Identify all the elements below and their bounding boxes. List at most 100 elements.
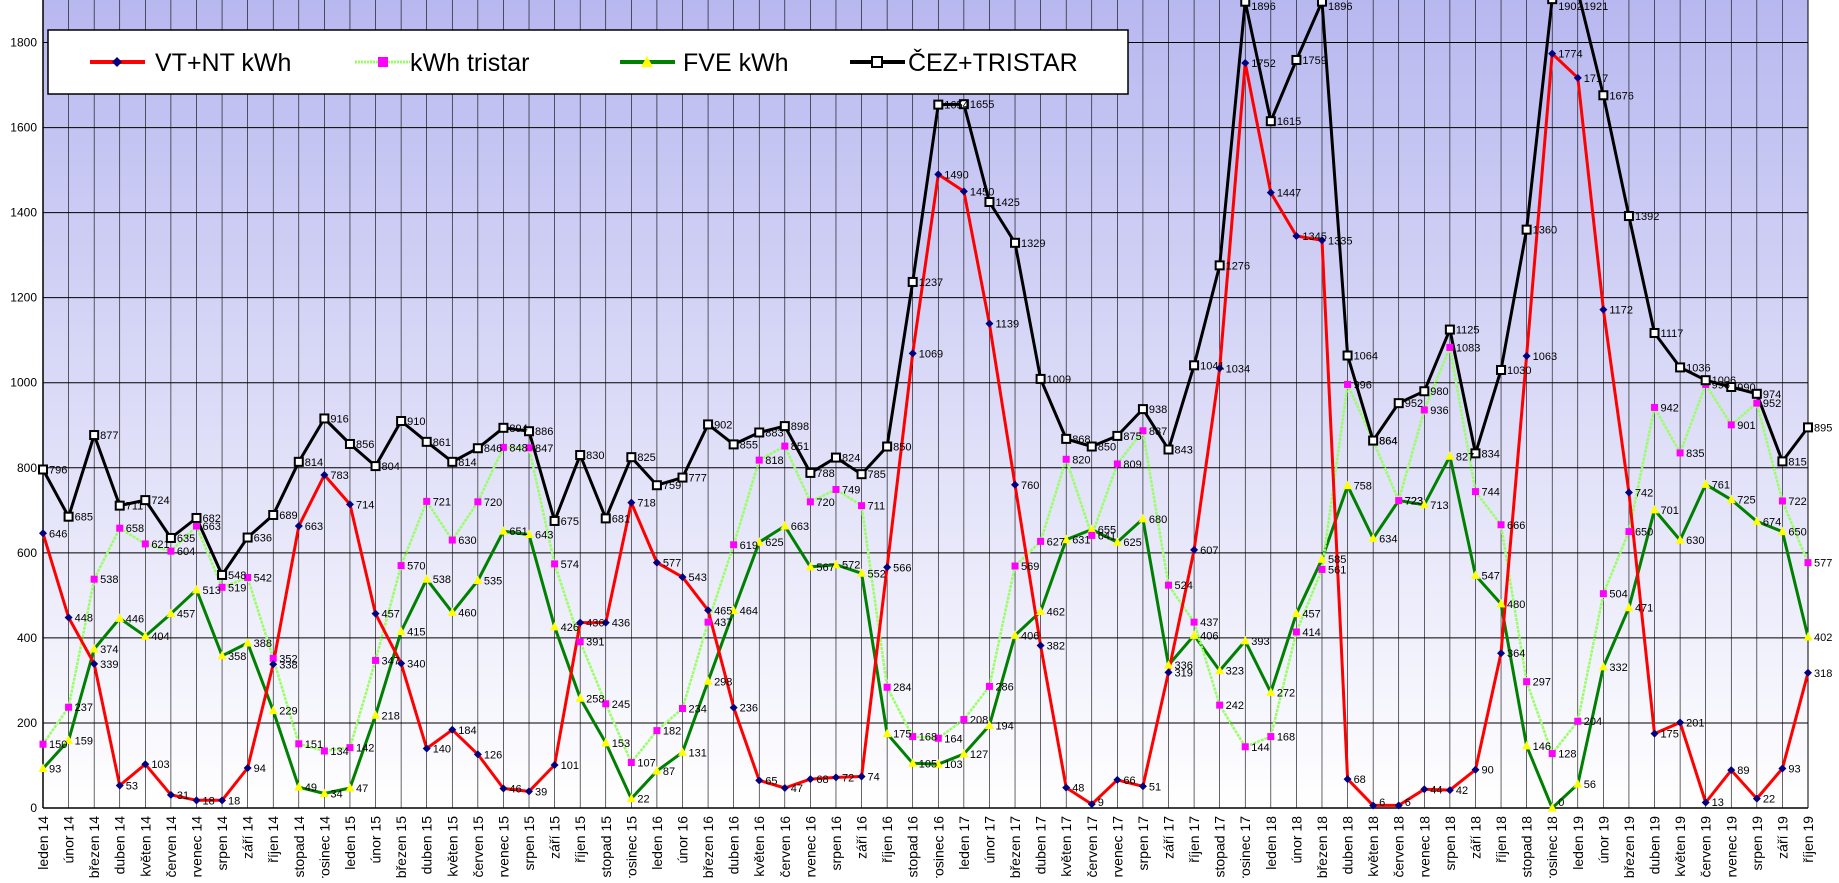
point-tristar bbox=[730, 541, 738, 549]
point-fve bbox=[64, 735, 74, 744]
point-vtnt bbox=[345, 500, 354, 509]
point-cez bbox=[396, 416, 407, 427]
point-fve bbox=[652, 766, 662, 775]
data-label-cez: 675 bbox=[561, 516, 579, 528]
point-tristar bbox=[372, 656, 380, 664]
data-label-cez: 980 bbox=[1430, 386, 1448, 398]
data-label-fve: 725 bbox=[1737, 495, 1755, 507]
point-vtnt bbox=[1317, 236, 1326, 245]
data-label-cez: 843 bbox=[1175, 445, 1193, 457]
point-cez bbox=[549, 515, 560, 526]
point-tristar bbox=[244, 574, 252, 582]
series-line-cez bbox=[41, 0, 1810, 577]
x-tick-label: červenec 17 bbox=[1109, 816, 1125, 878]
point-fve bbox=[933, 759, 943, 768]
point-fve bbox=[1317, 554, 1327, 563]
data-label-vtnt: 1490 bbox=[944, 169, 968, 181]
x-tick-label: prosinec 15 bbox=[623, 816, 639, 878]
point-vtnt bbox=[601, 618, 610, 627]
data-label-tristar: 952 bbox=[1763, 398, 1781, 410]
data-label-cez: 875 bbox=[1123, 431, 1141, 443]
data-label-tristar: 569 bbox=[1021, 561, 1039, 573]
point-tristar bbox=[499, 443, 507, 451]
data-label-vtnt: 101 bbox=[561, 760, 579, 772]
data-label-fve: 625 bbox=[1123, 537, 1141, 549]
point-tristar bbox=[116, 524, 124, 532]
data-label-tristar: 887 bbox=[1149, 426, 1167, 438]
data-label-tristar: 284 bbox=[893, 682, 911, 694]
data-label-fve: 643 bbox=[535, 530, 553, 542]
data-label-tristar: 297 bbox=[1533, 677, 1551, 689]
x-tick-label: leden 15 bbox=[342, 816, 358, 870]
point-vtnt bbox=[1445, 786, 1454, 795]
point-cez bbox=[1777, 456, 1788, 467]
data-label-cez: 689 bbox=[279, 510, 297, 522]
point-cez bbox=[856, 469, 867, 480]
data-label-tristar: 128 bbox=[1558, 749, 1576, 761]
x-tick-label: březen 18 bbox=[1314, 816, 1330, 878]
point-fve bbox=[1343, 480, 1353, 490]
data-label-fve: 547 bbox=[1481, 570, 1499, 582]
data-label-vtnt: 1752 bbox=[1251, 58, 1275, 70]
point-vtnt bbox=[1752, 794, 1761, 803]
point-tristar bbox=[90, 575, 98, 583]
x-tick-label: září 14 bbox=[240, 816, 256, 859]
data-label-cez: 1392 bbox=[1635, 211, 1659, 223]
point-cez bbox=[370, 461, 381, 472]
data-label-fve: 480 bbox=[1507, 599, 1525, 611]
data-label-fve: 175 bbox=[893, 729, 911, 741]
point-tristar bbox=[1548, 750, 1556, 758]
data-label-tristar: 437 bbox=[1200, 617, 1218, 629]
data-label-tristar: 437 bbox=[714, 617, 732, 629]
data-label-vtnt: 31 bbox=[177, 790, 189, 802]
point-cez bbox=[1444, 324, 1455, 335]
data-label-cez: 1117 bbox=[1661, 328, 1684, 340]
x-tick-label: říjen 15 bbox=[572, 816, 588, 863]
x-tick-label: listopad 18 bbox=[1519, 816, 1535, 878]
point-fve bbox=[140, 631, 150, 640]
point-tristar bbox=[1625, 528, 1633, 536]
data-label-vtnt: 742 bbox=[1635, 487, 1653, 499]
point-vtnt bbox=[1343, 775, 1352, 784]
data-label-cez: 846 bbox=[484, 443, 502, 455]
data-label-vtnt: 448 bbox=[75, 612, 93, 624]
point-vtnt bbox=[1394, 801, 1403, 810]
point-fve bbox=[959, 748, 969, 758]
point-fve bbox=[38, 763, 48, 772]
data-label-cez: 1425 bbox=[995, 197, 1019, 209]
point-cez bbox=[626, 452, 637, 463]
data-label-cez: 1655 bbox=[970, 99, 994, 111]
point-vtnt bbox=[1164, 668, 1173, 677]
point-cez bbox=[1803, 422, 1813, 433]
point-fve bbox=[243, 637, 253, 647]
point-cez bbox=[1496, 364, 1507, 375]
point-cez bbox=[421, 436, 432, 447]
data-label-tristar: 666 bbox=[1507, 520, 1525, 532]
x-tick-label: květen 17 bbox=[1058, 816, 1074, 877]
data-label-cez: 1237 bbox=[919, 277, 943, 289]
point-vtnt bbox=[857, 772, 866, 781]
data-label-fve: 153 bbox=[612, 738, 630, 750]
point-cez bbox=[1240, 0, 1251, 7]
data-label-vtnt: 90 bbox=[1481, 765, 1493, 777]
point-vtnt bbox=[1573, 73, 1582, 82]
point-tristar bbox=[423, 497, 431, 505]
x-tick-label: srpen 18 bbox=[1442, 816, 1458, 871]
data-label-cez: 1030 bbox=[1507, 365, 1531, 377]
point-tristar bbox=[1523, 678, 1531, 686]
data-label-fve: 663 bbox=[791, 521, 809, 533]
point-fve bbox=[473, 575, 483, 584]
point-vtnt bbox=[806, 775, 815, 784]
point-vtnt bbox=[1036, 641, 1045, 650]
data-label-tristar: 542 bbox=[254, 573, 272, 585]
point-tristar bbox=[474, 498, 482, 506]
data-label-vtnt: 663 bbox=[305, 521, 323, 533]
data-label-vtnt: 126 bbox=[484, 749, 502, 761]
point-vtnt bbox=[1548, 49, 1557, 58]
data-label-tristar: 182 bbox=[663, 726, 681, 738]
y-tick-label: 1000 bbox=[10, 376, 37, 390]
point-cez bbox=[728, 439, 739, 450]
point-vtnt bbox=[1727, 766, 1736, 775]
point-tristar bbox=[1037, 537, 1045, 545]
